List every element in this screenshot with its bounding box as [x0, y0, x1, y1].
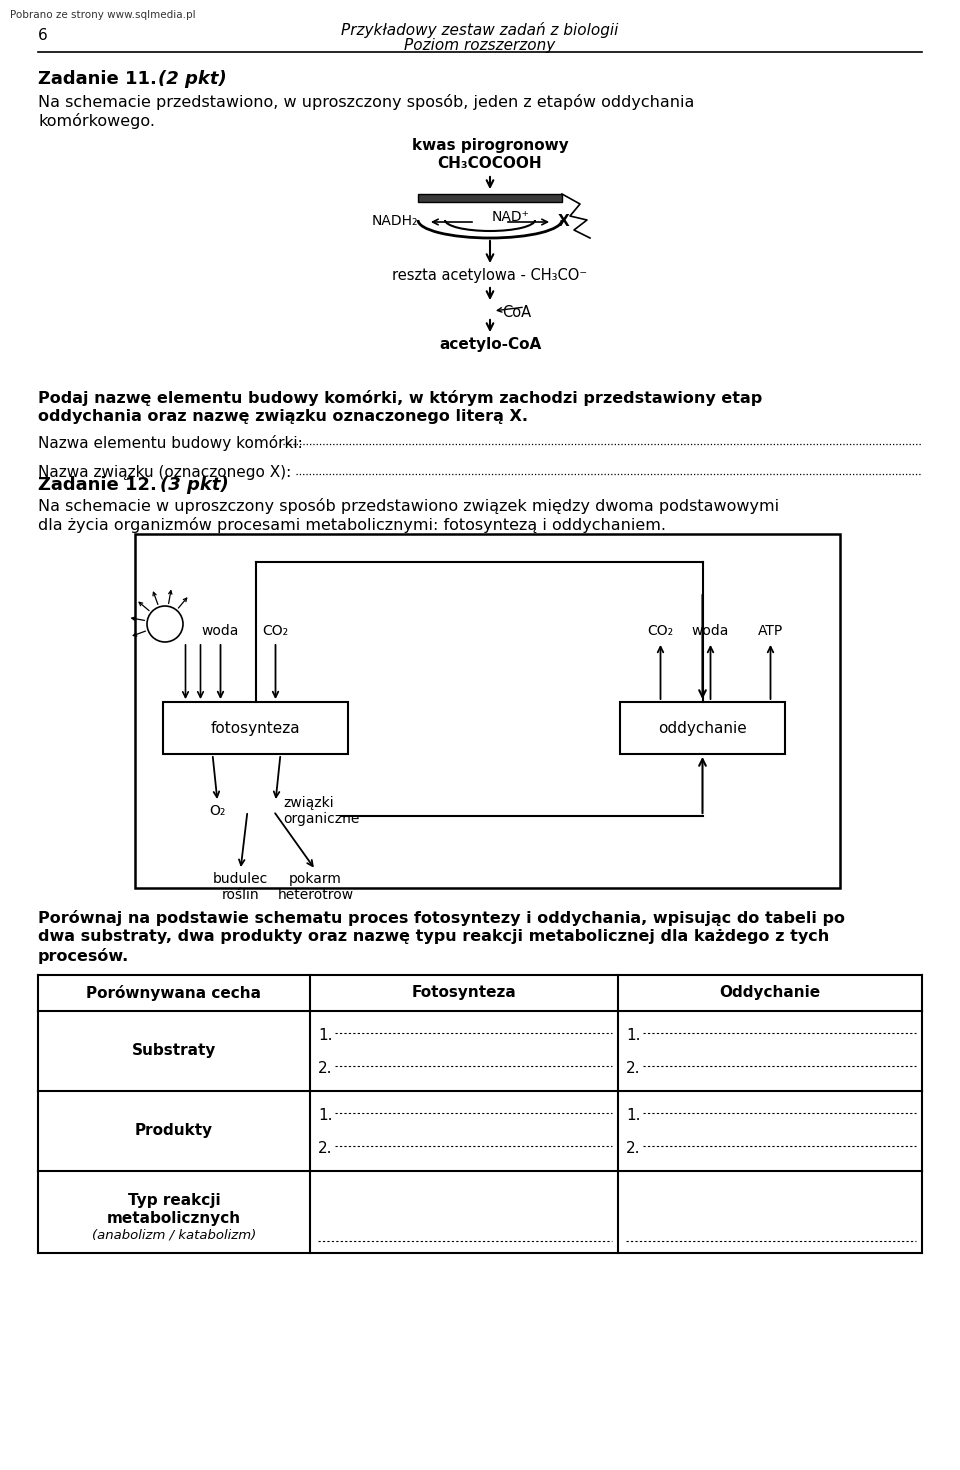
Text: (2 pkt): (2 pkt): [158, 71, 227, 88]
Text: heterotrow: heterotrow: [277, 888, 353, 903]
Text: metabolicznych: metabolicznych: [107, 1211, 241, 1226]
Text: CH₃COCOOH: CH₃COCOOH: [438, 156, 542, 171]
Text: Na schemacie w uproszczony sposób przedstawiono związek między dwoma podstawowym: Na schemacie w uproszczony sposób przeds…: [38, 498, 780, 514]
Text: (3 pkt): (3 pkt): [160, 476, 228, 494]
Text: acetylo-CoA: acetylo-CoA: [439, 337, 541, 351]
Bar: [418, 194, 562, 201]
Text: NADH₂: NADH₂: [372, 215, 418, 228]
Text: CoA: CoA: [502, 304, 531, 320]
Text: 2.: 2.: [626, 1141, 640, 1155]
Text: 2.: 2.: [318, 1061, 332, 1076]
Text: 6: 6: [38, 28, 48, 43]
Text: 2.: 2.: [626, 1061, 640, 1076]
Text: pokarm: pokarm: [289, 872, 342, 886]
Text: oddychania oraz nazwę związku oznaczonego literą X.: oddychania oraz nazwę związku oznaczoneg…: [38, 409, 528, 423]
Text: O₂: O₂: [209, 804, 226, 817]
Text: (anabolizm / katabolizm): (anabolizm / katabolizm): [92, 1227, 256, 1241]
Bar: [135, 534, 840, 888]
Text: związki: związki: [283, 795, 334, 810]
Text: 1.: 1.: [318, 1028, 332, 1044]
Text: organiczne: organiczne: [283, 811, 360, 826]
Text: procesów.: procesów.: [38, 948, 130, 964]
Text: dwa substraty, dwa produkty oraz nazwę typu reakcji metabolicznej dla każdego z : dwa substraty, dwa produkty oraz nazwę t…: [38, 929, 829, 944]
Text: 1.: 1.: [318, 1108, 332, 1123]
Text: Porównaj na podstawie schematu proces fotosyntezy i oddychania, wpisując do tabe: Porównaj na podstawie schematu proces fo…: [38, 910, 845, 926]
Text: CO₂: CO₂: [647, 623, 674, 638]
Text: 1.: 1.: [626, 1108, 640, 1123]
Text: X: X: [558, 215, 569, 229]
Text: oddychanie: oddychanie: [659, 720, 747, 735]
Text: woda: woda: [692, 623, 730, 638]
Text: fotosynteza: fotosynteza: [210, 720, 300, 735]
Text: kwas pirogronowy: kwas pirogronowy: [412, 138, 568, 153]
Text: Produkty: Produkty: [135, 1123, 213, 1138]
Text: Substraty: Substraty: [132, 1044, 216, 1058]
Text: woda: woda: [202, 623, 239, 638]
Text: Zadanie 12.: Zadanie 12.: [38, 476, 156, 494]
Text: ATP: ATP: [757, 623, 783, 638]
Text: Typ reakcji: Typ reakcji: [128, 1194, 220, 1208]
Bar: [163, 703, 348, 754]
Text: roślin: roślin: [222, 888, 259, 903]
Text: 2.: 2.: [318, 1141, 332, 1155]
Text: Podaj nazwę elementu budowy komórki, w którym zachodzi przedstawiony etap: Podaj nazwę elementu budowy komórki, w k…: [38, 390, 762, 406]
Text: Zadanie 11.: Zadanie 11.: [38, 71, 156, 88]
Text: budulec: budulec: [213, 872, 268, 886]
Bar: [620, 703, 785, 754]
Text: Pobrano ze strony www.sqlmedia.pl: Pobrano ze strony www.sqlmedia.pl: [10, 10, 196, 21]
Text: 1.: 1.: [626, 1028, 640, 1044]
Text: Przykładowy zestaw zadań z biologii: Przykładowy zestaw zadań z biologii: [342, 22, 618, 38]
Text: Porównywana cecha: Porównywana cecha: [86, 985, 261, 1001]
Text: Nazwa związku (oznaczonego X):: Nazwa związku (oznaczonego X):: [38, 465, 291, 481]
Text: NAD⁺: NAD⁺: [492, 210, 530, 223]
Text: Fotosynteza: Fotosynteza: [412, 985, 516, 1001]
Text: reszta acetylowa - CH₃CO⁻: reszta acetylowa - CH₃CO⁻: [393, 268, 588, 284]
Text: CO₂: CO₂: [262, 623, 289, 638]
Text: Nazwa elementu budowy komórki:: Nazwa elementu budowy komórki:: [38, 435, 302, 451]
Text: dla życia organizmów procesami metabolicznymi: fotosyntezą i oddychaniem.: dla życia organizmów procesami metabolic…: [38, 517, 666, 534]
Text: Poziom rozszerzony: Poziom rozszerzony: [404, 38, 556, 53]
Text: komórkowego.: komórkowego.: [38, 113, 155, 129]
Text: Na schemacie przedstawiono, w uproszczony sposób, jeden z etapów oddychania: Na schemacie przedstawiono, w uproszczon…: [38, 94, 694, 110]
Text: Oddychanie: Oddychanie: [719, 985, 821, 1001]
